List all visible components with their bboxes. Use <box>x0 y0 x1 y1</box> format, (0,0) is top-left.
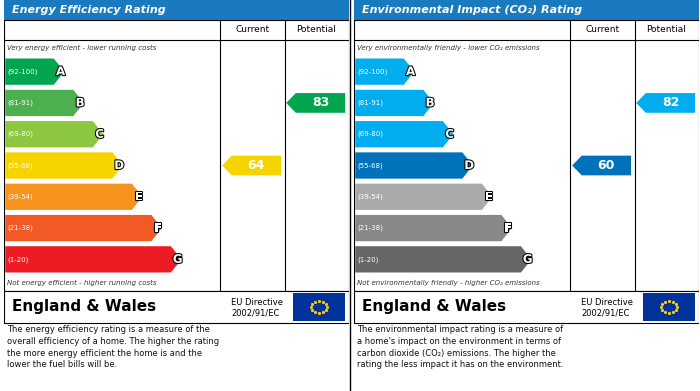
Polygon shape <box>5 90 84 116</box>
Text: EU Directive: EU Directive <box>581 298 634 307</box>
Bar <box>293 293 345 321</box>
Text: 60: 60 <box>598 159 615 172</box>
Text: (81-91): (81-91) <box>358 100 384 106</box>
Text: (39-54): (39-54) <box>358 194 384 200</box>
Polygon shape <box>286 93 345 113</box>
Text: G: G <box>523 253 533 266</box>
Text: Current: Current <box>235 25 270 34</box>
Text: F: F <box>154 222 162 235</box>
Text: E: E <box>484 190 493 203</box>
Bar <box>4 291 349 323</box>
Text: Current: Current <box>585 25 620 34</box>
Text: F: F <box>504 222 512 235</box>
Polygon shape <box>355 90 434 116</box>
Text: (69-80): (69-80) <box>8 131 34 138</box>
Polygon shape <box>355 152 472 179</box>
Polygon shape <box>355 246 531 273</box>
Polygon shape <box>5 152 122 179</box>
Text: (92-100): (92-100) <box>358 68 388 75</box>
Polygon shape <box>355 121 454 147</box>
Text: (55-68): (55-68) <box>8 162 34 169</box>
Text: Environmental Impact (CO₂) Rating: Environmental Impact (CO₂) Rating <box>362 5 582 15</box>
Polygon shape <box>572 156 631 175</box>
Text: Very energy efficient - lower running costs: Very energy efficient - lower running co… <box>7 45 156 51</box>
Text: D: D <box>464 159 474 172</box>
Text: Potential: Potential <box>647 25 687 34</box>
Polygon shape <box>355 59 414 85</box>
Polygon shape <box>5 121 104 147</box>
Text: 82: 82 <box>662 97 679 109</box>
Text: England & Wales: England & Wales <box>362 300 506 314</box>
Polygon shape <box>636 93 695 113</box>
Bar <box>4 0 349 20</box>
Polygon shape <box>222 156 281 175</box>
Bar <box>643 293 695 321</box>
Text: Not energy efficient - higher running costs: Not energy efficient - higher running co… <box>7 280 157 286</box>
Text: B: B <box>76 97 85 109</box>
Text: (69-80): (69-80) <box>358 131 384 138</box>
Text: (21-38): (21-38) <box>358 225 384 231</box>
Polygon shape <box>5 215 162 241</box>
Text: Energy Efficiency Rating: Energy Efficiency Rating <box>12 5 166 15</box>
Text: 64: 64 <box>248 159 265 172</box>
Polygon shape <box>5 246 181 273</box>
Text: The environmental impact rating is a measure of
a home's impact on the environme: The environmental impact rating is a mea… <box>357 325 564 369</box>
Text: Very environmentally friendly - lower CO₂ emissions: Very environmentally friendly - lower CO… <box>357 45 540 51</box>
Polygon shape <box>355 215 512 241</box>
Polygon shape <box>5 59 64 85</box>
Text: 83: 83 <box>312 97 329 109</box>
Text: C: C <box>95 128 104 141</box>
Text: 2002/91/EC: 2002/91/EC <box>231 308 279 317</box>
Text: B: B <box>426 97 435 109</box>
Bar <box>4 20 349 291</box>
Text: (81-91): (81-91) <box>8 100 34 106</box>
Text: EU Directive: EU Directive <box>231 298 284 307</box>
Text: A: A <box>406 65 415 78</box>
Text: (1-20): (1-20) <box>8 256 29 263</box>
Polygon shape <box>355 184 492 210</box>
Bar <box>354 291 699 323</box>
Text: 2002/91/EC: 2002/91/EC <box>581 308 629 317</box>
Text: C: C <box>445 128 454 141</box>
Bar <box>354 0 699 20</box>
Text: A: A <box>56 65 65 78</box>
Bar <box>354 20 699 291</box>
Text: E: E <box>134 190 143 203</box>
Text: (21-38): (21-38) <box>8 225 34 231</box>
Text: (39-54): (39-54) <box>8 194 34 200</box>
Text: England & Wales: England & Wales <box>12 300 156 314</box>
Text: (1-20): (1-20) <box>358 256 379 263</box>
Text: Potential: Potential <box>297 25 337 34</box>
Text: D: D <box>114 159 124 172</box>
Text: G: G <box>173 253 183 266</box>
Text: The energy efficiency rating is a measure of the
overall efficiency of a home. T: The energy efficiency rating is a measur… <box>7 325 219 369</box>
Text: (92-100): (92-100) <box>8 68 38 75</box>
Polygon shape <box>5 184 142 210</box>
Text: (55-68): (55-68) <box>358 162 384 169</box>
Text: Not environmentally friendly - higher CO₂ emissions: Not environmentally friendly - higher CO… <box>357 280 540 286</box>
